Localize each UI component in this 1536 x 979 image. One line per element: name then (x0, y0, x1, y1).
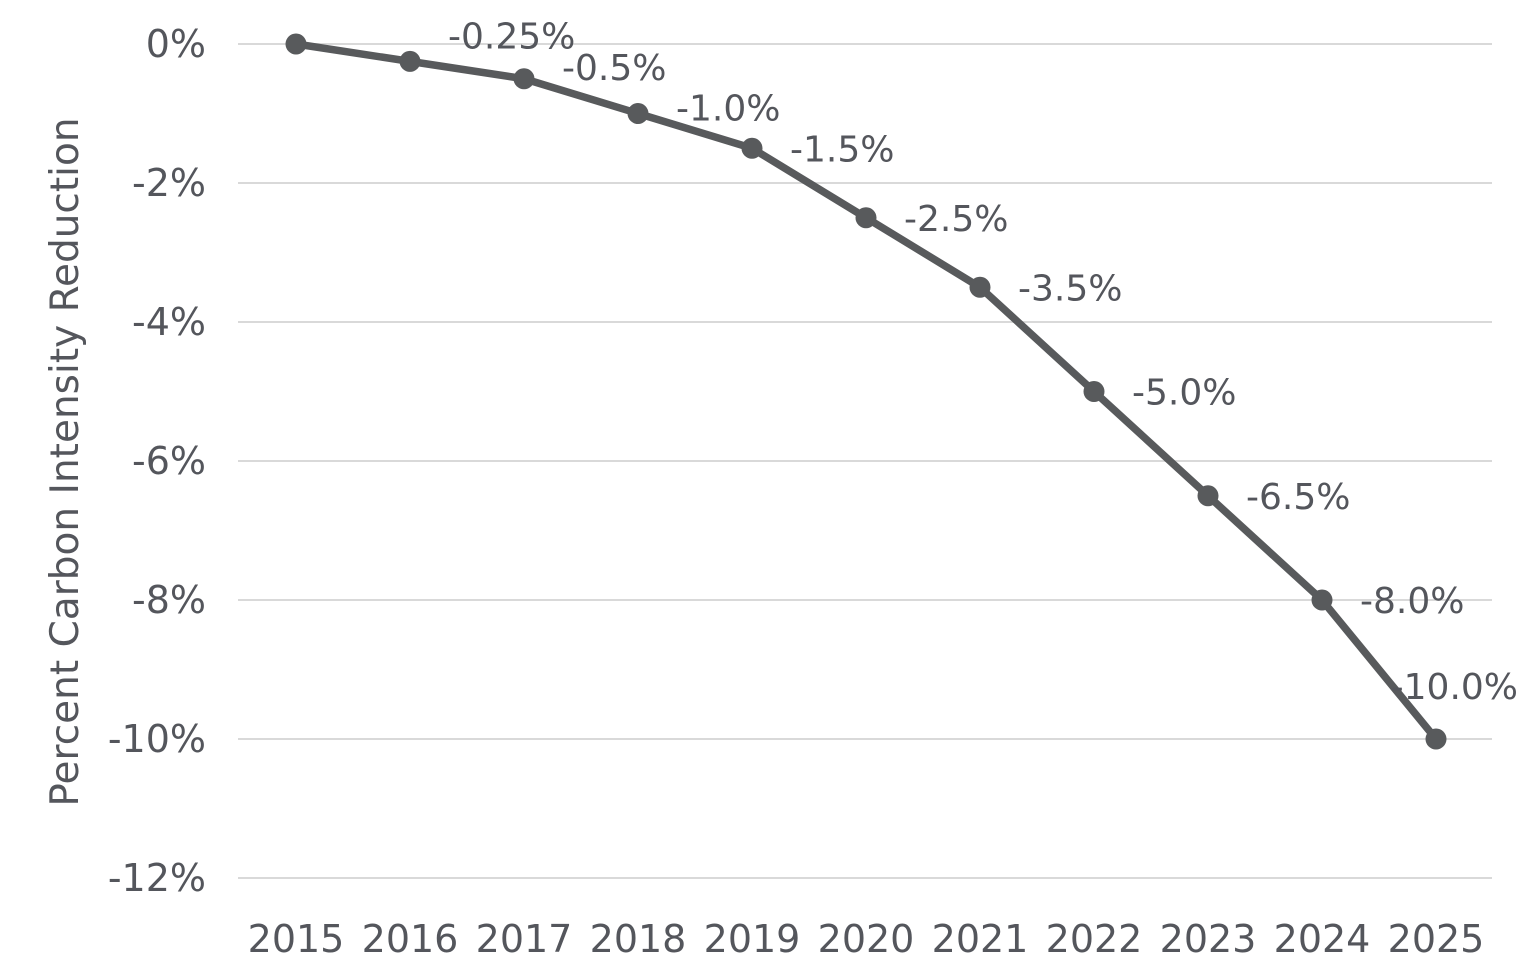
y-tick-label: -2% (132, 161, 206, 205)
y-tick-label: 0% (146, 22, 206, 66)
y-axis-title: Percent Carbon Intensity Reduction (43, 117, 88, 806)
gridlines (238, 43, 1492, 879)
data-point-label: -0.25% (448, 16, 575, 57)
data-point-markers (285, 33, 1447, 750)
data-point (1083, 381, 1105, 402)
data-point (513, 68, 535, 90)
x-tick-label: 2024 (1274, 917, 1371, 961)
y-tick-label: -10% (108, 717, 206, 761)
x-tick-label: 2020 (818, 917, 915, 961)
y-tick-label: -6% (132, 439, 206, 483)
data-point (399, 50, 421, 72)
x-tick-label: 2021 (932, 917, 1029, 961)
data-point (855, 207, 877, 229)
data-point-label: -8.0% (1360, 581, 1464, 622)
x-axis-tick-labels: 2015 2016 2017 2018 2019 2020 2021 2022 2023 2024… (248, 917, 1485, 961)
data-point (1197, 485, 1219, 507)
data-point-label: -6.5% (1246, 477, 1350, 518)
x-tick-label: 2019 (704, 917, 801, 961)
x-tick-label: 2015 (248, 917, 345, 961)
data-point (741, 137, 763, 159)
x-tick-label: 2018 (590, 917, 687, 961)
data-point (627, 103, 649, 124)
y-tick-label: -8% (132, 578, 206, 622)
y-tick-label: -4% (132, 300, 206, 344)
data-point (969, 276, 991, 298)
y-tick-label: -12% (108, 856, 206, 900)
data-point (1311, 589, 1333, 611)
data-point-label: -5.0% (1132, 373, 1236, 414)
data-point (285, 33, 307, 55)
y-axis-tick-labels: 0% -2% -4% -6% -8% -10% -12% (108, 22, 206, 900)
data-point-label: -2.5% (904, 199, 1008, 240)
x-tick-label: 2025 (1388, 917, 1485, 961)
data-point (1425, 728, 1447, 750)
data-point-label: -10.0% (1391, 667, 1518, 708)
x-tick-label: 2017 (476, 917, 573, 961)
x-tick-label: 2016 (362, 917, 459, 961)
data-point-label: -0.5% (562, 48, 666, 89)
data-point-label: -1.0% (676, 89, 780, 130)
x-tick-label: 2023 (1160, 917, 1257, 961)
data-point-label: -3.5% (1018, 268, 1122, 309)
data-point-labels: -0.25%-0.5%-1.0%-1.5%-2.5%-3.5% -5.0% -6.5… (448, 16, 1518, 708)
x-tick-label: 2022 (1046, 917, 1143, 961)
data-point-label: -1.5% (790, 129, 894, 170)
